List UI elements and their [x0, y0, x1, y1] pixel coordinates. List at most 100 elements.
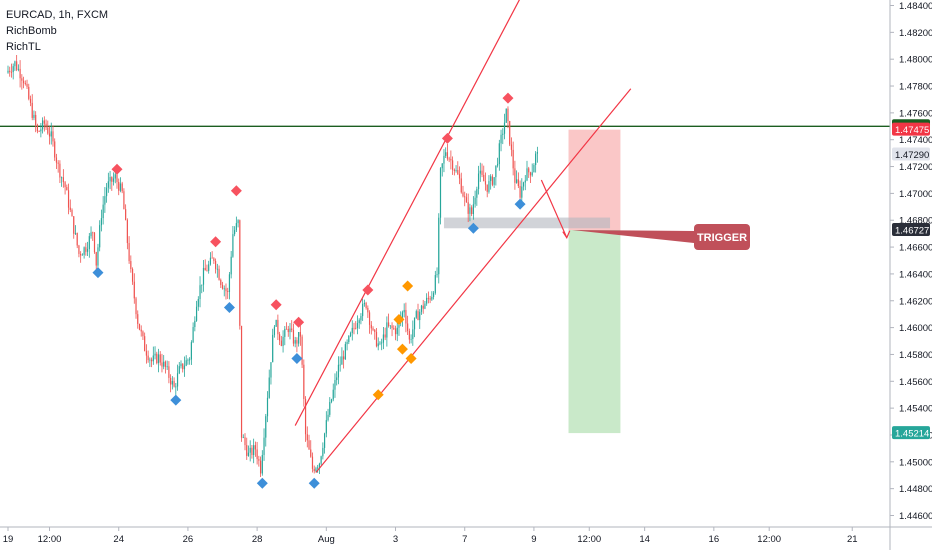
candle-body: [318, 463, 320, 468]
candle-body: [528, 168, 530, 173]
candle-body: [40, 129, 42, 132]
candle-body: [197, 299, 199, 307]
candle-body: [502, 133, 504, 135]
swing-low-marker: [467, 222, 479, 234]
candle-body: [308, 440, 310, 450]
candle-body: [240, 325, 243, 438]
candle-body: [116, 174, 118, 182]
candle-body: [111, 177, 113, 182]
candle-body: [50, 131, 52, 137]
candle-body: [533, 164, 535, 173]
candle-body: [529, 172, 532, 176]
candle-body: [327, 414, 329, 421]
candle-body: [367, 307, 369, 313]
x-tick-label: 28: [252, 534, 263, 545]
candle-body: [130, 261, 132, 269]
y-tick-label: 1.47600: [899, 108, 932, 119]
candle-body: [279, 334, 281, 341]
candle-body: [471, 207, 473, 215]
indicator-label-2[interactable]: RichTL: [6, 41, 41, 53]
candle-body: [336, 377, 338, 381]
candle-body: [244, 437, 246, 446]
candle-body: [503, 122, 506, 134]
candle-body: [76, 233, 78, 246]
candle-body: [9, 70, 11, 72]
candle-body: [16, 61, 18, 70]
symbol-label[interactable]: EURCAD, 1h, FXCM: [6, 9, 109, 21]
candle-body: [374, 329, 376, 332]
candle-body: [142, 331, 144, 337]
candle-body: [133, 281, 135, 299]
candle-body: [164, 361, 167, 367]
indicator-label-1[interactable]: RichBomb: [6, 25, 57, 37]
candle-body: [273, 326, 276, 335]
trigger-pointer: [571, 230, 694, 243]
candle-body: [149, 359, 151, 361]
swing-high-marker: [210, 236, 222, 248]
candle-body: [61, 177, 63, 179]
candle-body: [86, 248, 89, 252]
price-label-bg: [892, 426, 930, 440]
candle-body: [78, 245, 80, 254]
candle-body: [201, 284, 203, 286]
candle-body: [247, 452, 250, 456]
candle-body: [71, 209, 73, 217]
candle-body: [59, 163, 61, 178]
candle-body: [220, 279, 222, 285]
candle-body: [343, 356, 345, 360]
candle-body: [368, 312, 371, 325]
candle-body: [391, 325, 393, 328]
swing-low-marker: [223, 301, 235, 313]
candle-body: [157, 354, 160, 364]
candle-body: [225, 288, 227, 292]
candle-body: [211, 257, 213, 259]
candle-body: [490, 176, 492, 182]
candle-body: [484, 181, 487, 185]
candle-body: [237, 220, 239, 224]
trigger-box: [694, 224, 750, 250]
candle-body: [296, 340, 298, 344]
price-axis-label: 1.46727: [892, 223, 930, 237]
candle-body: [381, 342, 383, 344]
candle-body: [394, 328, 397, 335]
candle-body: [21, 78, 23, 81]
candle-body: [465, 197, 468, 203]
candle-body: [62, 177, 64, 183]
candle-body: [154, 353, 156, 356]
candle-body: [69, 207, 71, 210]
x-tick-label: 7: [462, 534, 467, 545]
candle-body: [258, 459, 260, 461]
candle-body: [17, 68, 19, 70]
candle-body: [467, 202, 469, 214]
candle-body: [495, 165, 497, 178]
candle-body: [521, 186, 523, 198]
candle-body: [150, 359, 153, 362]
candle-body: [123, 191, 125, 210]
x-tick-label: 16: [709, 534, 720, 545]
candle-body: [230, 256, 232, 275]
candle-body: [304, 398, 307, 435]
candle-body: [424, 303, 426, 309]
x-tick-label: 24: [113, 534, 124, 545]
candle-body: [268, 377, 270, 398]
candle-body: [445, 152, 447, 156]
candle-body: [55, 157, 58, 163]
candle-body: [52, 131, 54, 142]
candle-body: [460, 178, 462, 193]
chart-legend: EURCAD, 1h, FXCM RichBomb RichTL: [6, 7, 108, 55]
candle-body: [42, 120, 44, 130]
candle-body: [289, 328, 291, 333]
candle-body: [417, 311, 419, 321]
candle-body: [170, 377, 172, 385]
candle-body: [303, 364, 305, 399]
candle-body: [360, 316, 362, 321]
y-tick-label: 1.48200: [899, 28, 932, 39]
candle-body: [481, 170, 483, 175]
candle-body: [346, 342, 348, 345]
x-tick-label: 19: [3, 534, 14, 545]
candle-body: [334, 380, 336, 390]
candle-body: [275, 319, 277, 327]
candle-body: [410, 338, 412, 340]
candle-body: [443, 155, 445, 164]
